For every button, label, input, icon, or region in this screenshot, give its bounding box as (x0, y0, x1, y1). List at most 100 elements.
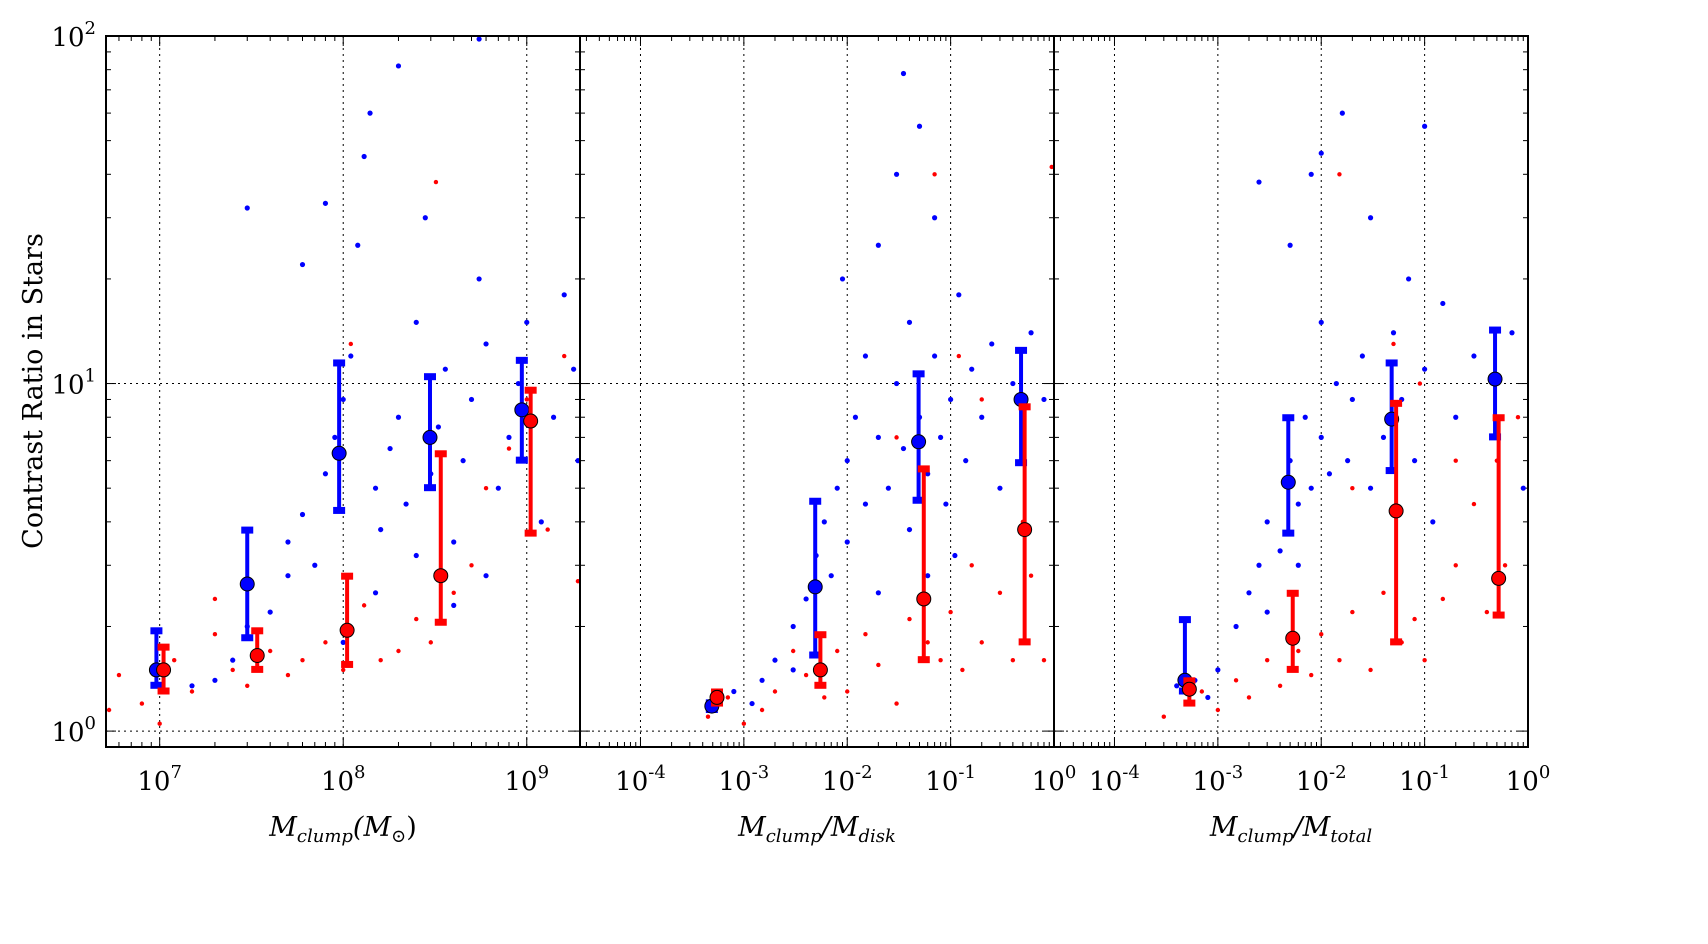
x-tick-label: 10-3 (1193, 762, 1244, 797)
errorbar-cap-blue (809, 497, 822, 505)
scatter-point-red (469, 563, 474, 568)
scatter-point-blue (893, 380, 900, 387)
scatter-point-blue (515, 380, 521, 387)
x-tick-label: 10-3 (719, 762, 770, 797)
scatter-point-red (960, 667, 965, 673)
binned-marker-red (1491, 570, 1507, 586)
scatter-point-red (1515, 415, 1521, 420)
x-label-tail: /M (819, 812, 860, 843)
data-layer (1161, 110, 1526, 719)
scatter-point-red (803, 672, 809, 678)
scatter-point-red (1215, 707, 1221, 713)
scatter-point-red (948, 609, 953, 615)
tick-exponent: 9 (538, 762, 549, 783)
scatter-point-blue (361, 153, 367, 160)
x-tick-label: 107 (137, 762, 182, 797)
tick-exponent: -2 (1329, 762, 1347, 783)
scatter-point-blue (1302, 414, 1308, 420)
errorbar-cap-red (251, 627, 264, 635)
scatter-point-red (1368, 667, 1373, 673)
scatter-point-red (1199, 689, 1205, 694)
scatter-point-red (1041, 657, 1047, 663)
scatter-point-red (230, 667, 235, 673)
errorbar-cap-red (1018, 638, 1031, 646)
errorbar-cap-red (341, 572, 354, 580)
scatter-point-red (1161, 714, 1167, 719)
errorbar-cap-red (524, 529, 537, 537)
x-label-sub: clump (766, 826, 822, 847)
scatter-point-blue (1318, 150, 1324, 156)
scatter-point-red (267, 648, 273, 654)
binned-marker-red (916, 591, 932, 607)
errorbar-cap-blue (1385, 467, 1398, 475)
scatter-point-blue (1509, 330, 1515, 336)
tick-base: 10 (1296, 767, 1329, 797)
scatter-point-blue (413, 552, 419, 559)
x-tick-label: 108 (321, 762, 366, 797)
scatter-point-blue (834, 485, 840, 491)
x-axis-label: Mclump/Mdisk (737, 812, 896, 847)
scatter-point-blue (395, 63, 402, 69)
scatter-point-red (1453, 458, 1458, 463)
scatter-point-blue (1520, 485, 1526, 491)
scatter-point-blue (862, 501, 869, 507)
errorbar-cap-red (1183, 677, 1196, 685)
scatter-point-red (451, 590, 456, 595)
errorbar-cap-red (434, 450, 447, 458)
scatter-point-blue (244, 205, 250, 211)
scatter-point-red (1381, 590, 1386, 595)
x-label-sub2: disk (859, 826, 896, 847)
scatter-point-blue (435, 424, 441, 430)
x-tick-label: 10-4 (615, 762, 666, 797)
binned-marker-red (433, 568, 449, 584)
scatter-point-blue (948, 396, 954, 403)
scatter-point-red (1277, 683, 1283, 688)
scatter-point-red (759, 707, 765, 713)
errorbar-cap-red (917, 465, 930, 473)
scatter-point-blue (442, 366, 448, 372)
scatter-point-red (506, 446, 512, 451)
scatter-point-blue (372, 590, 379, 596)
scatter-point-red (428, 640, 433, 645)
data-layer (106, 36, 580, 726)
scatter-point-blue (1318, 434, 1324, 440)
tick-exponent: -4 (1122, 762, 1140, 783)
scatter-point-red (1350, 609, 1355, 615)
binned-marker-red (1181, 681, 1197, 697)
tick-exponent: -1 (1432, 762, 1450, 783)
errorbar-cap-blue (809, 651, 822, 659)
scatter-point-blue (997, 485, 1003, 491)
scatter-point-blue (1412, 458, 1418, 464)
scatter-point-red (139, 701, 145, 706)
scatter-point-blue (893, 171, 900, 177)
errorbar-cap-red (157, 643, 170, 651)
x-label-base: M (268, 812, 298, 843)
scatter-point-blue (413, 319, 419, 325)
tick-base: 10 (51, 23, 84, 53)
scatter-point-blue (1287, 242, 1293, 248)
scatter-point-blue (524, 319, 530, 325)
binned-marker-red (812, 662, 828, 678)
scatter-point-blue (1430, 519, 1436, 525)
scatter-point-blue (1215, 667, 1221, 673)
errorbar-cap-red (814, 681, 827, 689)
x-axis-label: Mclump/Mtotal (1209, 812, 1372, 847)
scatter-point-red (1417, 381, 1423, 386)
scatter-point-red (348, 341, 354, 347)
tick-exponent: -3 (1226, 762, 1244, 783)
scatter-point-blue (916, 123, 923, 129)
scatter-point-red (1264, 657, 1270, 663)
scatter-point-red (433, 179, 439, 185)
binned-marker-red (339, 622, 355, 638)
scatter-point-blue (1339, 110, 1345, 116)
binned-marker-red (523, 413, 539, 429)
scatter-point-blue (1406, 276, 1412, 282)
tick-exponent: 0 (85, 713, 96, 734)
scatter-point-blue (1390, 330, 1397, 336)
scatter-point-red (300, 657, 305, 663)
scatter-point-red (157, 721, 162, 726)
errorbar-cap-blue (1489, 433, 1502, 441)
errorbar-cap-red (1286, 589, 1299, 597)
tick-exponent: -1 (958, 762, 976, 783)
